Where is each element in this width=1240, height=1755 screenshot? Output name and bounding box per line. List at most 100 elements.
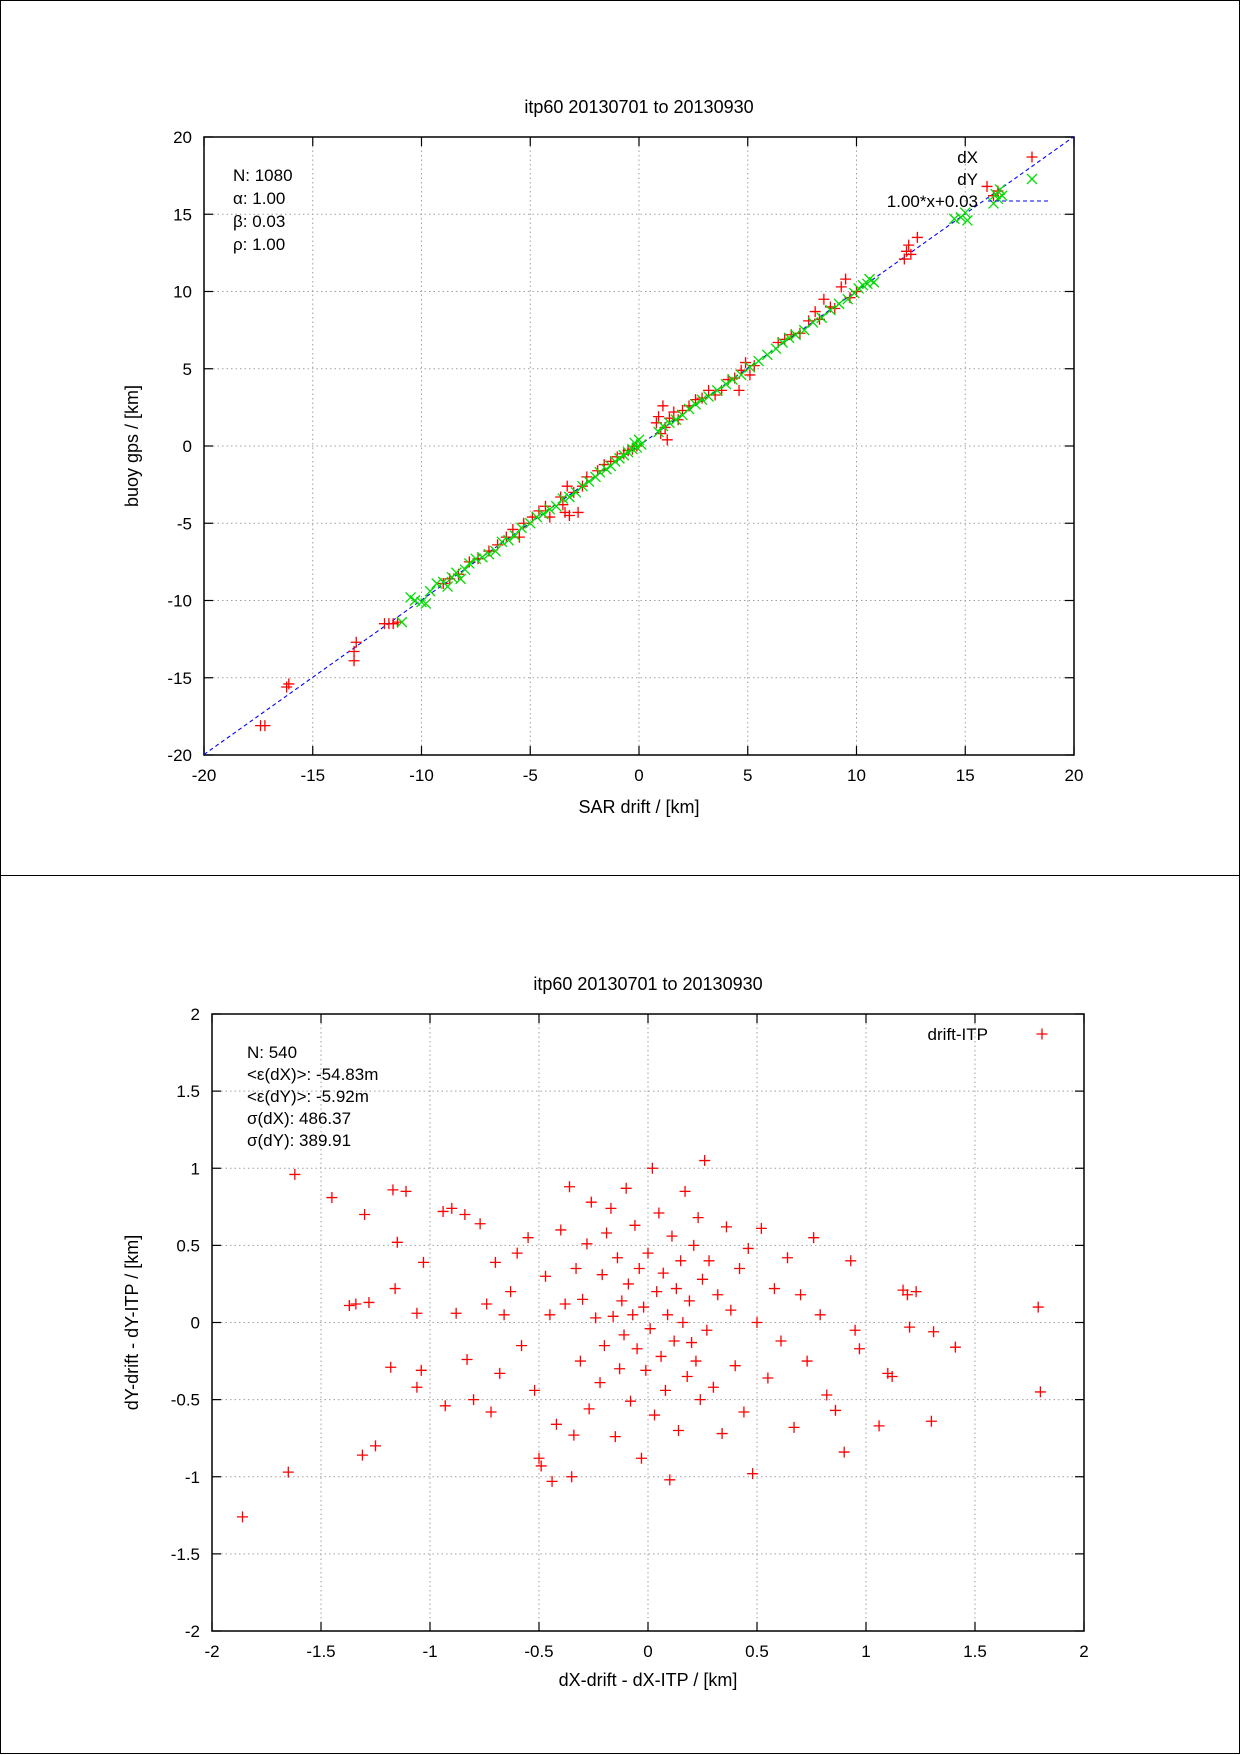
data-point [509, 530, 521, 542]
data-point [537, 508, 549, 520]
data-point [455, 573, 467, 585]
data-point [703, 391, 715, 403]
data-point [561, 480, 573, 492]
data-point [446, 1202, 458, 1214]
data-point [651, 1286, 663, 1298]
data-point [768, 1283, 780, 1295]
stats-line: <ε(dY)>: -5.92m [247, 1087, 369, 1106]
data-point [849, 1324, 861, 1336]
data-point [550, 1418, 562, 1430]
data-point [529, 1384, 541, 1396]
data-point [614, 1363, 626, 1375]
data-point [873, 1420, 885, 1432]
data-point [629, 1219, 641, 1231]
data-point [798, 324, 810, 336]
data-point [711, 384, 723, 396]
data-point [692, 1212, 704, 1224]
data-point [437, 1205, 449, 1217]
data-point [633, 1263, 645, 1275]
data-point [531, 511, 543, 523]
data-point [821, 1389, 833, 1401]
data-point [994, 184, 1006, 195]
data-point [583, 1403, 595, 1415]
data-point [616, 1295, 628, 1307]
data-point [581, 1238, 593, 1250]
data-point [625, 1395, 637, 1407]
data-point [540, 1270, 552, 1282]
data-point [807, 316, 819, 328]
stats-line: N: 1080 [233, 166, 293, 185]
data-point [712, 1289, 724, 1301]
data-point [838, 1446, 850, 1458]
data-point [638, 1301, 650, 1313]
data-point [901, 1289, 913, 1301]
data-point [925, 1415, 937, 1427]
data-point [782, 1252, 794, 1264]
x-tick-label: -1 [422, 1642, 437, 1661]
y-tick-label: 2 [191, 1005, 200, 1024]
data-point [385, 1361, 397, 1373]
data-point [439, 1400, 451, 1412]
data-point [281, 681, 293, 693]
data-point [417, 1256, 429, 1268]
data-point [747, 1468, 759, 1480]
data-point [544, 503, 556, 515]
data-point [809, 306, 821, 318]
data-point [598, 1340, 610, 1352]
data-point [699, 1155, 711, 1167]
x-axis-label: dX-drift - dX-ITP / [km] [559, 1670, 738, 1690]
data-point [494, 1367, 506, 1379]
data-point [988, 197, 999, 209]
data-point [649, 1409, 661, 1421]
data-point [476, 551, 488, 563]
data-point [829, 1404, 841, 1416]
data-point [568, 1429, 580, 1441]
data-point [738, 1406, 750, 1418]
data-point [496, 536, 508, 548]
stats-line: σ(dY): 389.91 [247, 1131, 351, 1150]
data-point [646, 1162, 658, 1174]
data-point [744, 361, 756, 373]
data-point [824, 304, 836, 316]
data-point [644, 1323, 656, 1335]
data-point [437, 578, 449, 590]
data-point [898, 253, 910, 265]
data-point [577, 1293, 589, 1305]
data-point [535, 1460, 547, 1472]
data-point [727, 374, 738, 386]
data-point [620, 1182, 632, 1194]
data-point [533, 1452, 545, 1464]
data-point [594, 1377, 606, 1389]
data-point [675, 1255, 687, 1267]
data-point [511, 1247, 523, 1259]
data-point [559, 1298, 571, 1310]
data-point [640, 1364, 652, 1376]
data-point [777, 337, 789, 348]
data-point [816, 312, 828, 324]
data-point [282, 1466, 294, 1478]
data-point [459, 564, 471, 576]
x-tick-label: 2 [1079, 1642, 1088, 1661]
data-point [694, 1394, 706, 1406]
data-point [1032, 1301, 1044, 1313]
data-point [516, 522, 528, 534]
legend-label: dY [957, 170, 978, 189]
y-tick-label: 1 [191, 1159, 200, 1178]
stats-line: ρ: 1.00 [233, 235, 285, 254]
data-point [716, 1428, 728, 1440]
y-axis-label: dY-drift - dY-ITP / [km] [122, 1235, 142, 1410]
data-point [703, 1255, 715, 1267]
data-point [683, 403, 695, 415]
data-point [959, 207, 971, 219]
data-point [359, 1209, 371, 1221]
stats-line: β: 0.03 [233, 212, 285, 231]
y-tick-label: -2 [185, 1622, 200, 1641]
data-point [611, 1252, 623, 1264]
data-point [259, 720, 271, 732]
y-tick-label: -1 [185, 1468, 200, 1487]
data-point [544, 1309, 556, 1321]
data-point [803, 315, 815, 327]
data-point [659, 1384, 671, 1396]
legend-label: drift-ITP [928, 1025, 988, 1044]
data-point [686, 1337, 698, 1349]
